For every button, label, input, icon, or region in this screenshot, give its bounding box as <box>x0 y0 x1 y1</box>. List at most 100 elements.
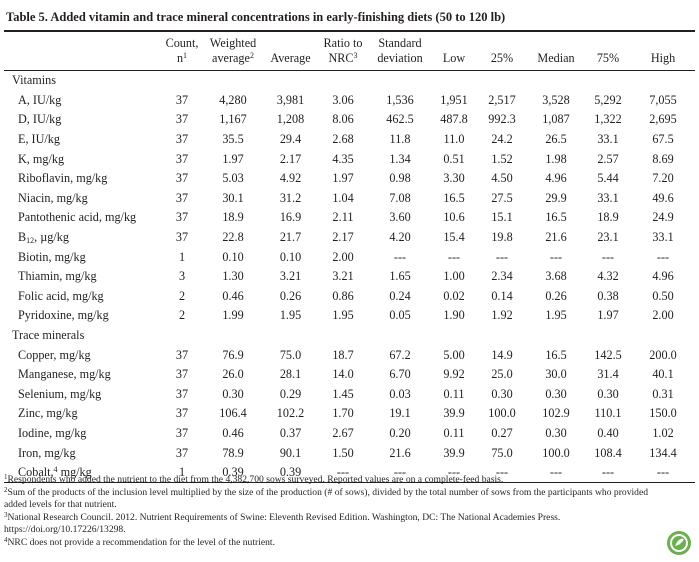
header-text: 75% <box>596 51 620 65</box>
footnote-mark: 2 <box>4 485 8 494</box>
cell: 2,517 <box>488 92 516 107</box>
cell: 1.04 <box>332 190 354 205</box>
cell: 7,055 <box>649 92 677 107</box>
row-label: Copper, mg/kg <box>4 345 162 365</box>
section-title: Vitamins <box>12 73 56 88</box>
cell: 31.4 <box>597 367 619 382</box>
cell: 1.97 <box>332 171 354 186</box>
cell: 1.97 <box>222 151 244 166</box>
data-row: Zinc, mg/kg 37 106.4 102.2 1.70 19.1 39.9 100.0… <box>4 404 695 424</box>
cell: 3.68 <box>545 269 567 284</box>
footnote-mark: 4 <box>53 465 58 475</box>
footnote-mark: 4 <box>4 535 8 544</box>
cell: 3,981 <box>276 92 305 107</box>
footnote-text: NRC does not provide a recommendation fo… <box>7 536 276 548</box>
cell: 0.02 <box>443 288 465 303</box>
data-row: Iodine, mg/kg 37 0.46 0.37 2.67 0.20 0.11 0.27 0… <box>4 424 695 444</box>
cell: 1.99 <box>222 308 244 323</box>
logo-ring <box>670 534 688 552</box>
cell: --- <box>527 462 585 484</box>
cell: 2.67 <box>332 425 354 440</box>
cell: 1.65 <box>389 269 411 284</box>
cell: 1,087 <box>542 112 570 127</box>
cell: 462.5 <box>386 112 414 127</box>
cell: 14.0 <box>332 367 354 382</box>
cell: 19.8 <box>491 230 513 245</box>
cell: 2.00 <box>332 249 354 264</box>
cell: 1.97 <box>597 308 619 323</box>
table-title: Table 5. Added vitamin and trace mineral… <box>6 10 506 24</box>
cell: 28.1 <box>279 367 302 382</box>
label-text: Cobalt, <box>18 465 54 480</box>
label-text: B <box>18 230 27 245</box>
cell: 1,951 <box>440 92 468 107</box>
cell: 4.35 <box>332 151 354 166</box>
cell: 0.14 <box>491 288 513 303</box>
cell: 25.0 <box>491 367 513 382</box>
data-row: Copper, mg/kg 37 76.9 75.0 18.7 67.2 5.00 14.9 1… <box>4 345 695 365</box>
cell: 1.30 <box>222 269 244 284</box>
footnote: 3National Research Council. 2012. Nutrie… <box>4 511 654 537</box>
cell: 0.37 <box>279 425 302 440</box>
cell: 21.7 <box>279 230 302 245</box>
cell: 1.92 <box>491 308 513 323</box>
data-row: Iron, mg/kg 37 78.9 90.1 1.50 21.6 39.9 75.0 100… <box>4 443 695 463</box>
data-row: Riboflavin, mg/kg 37 5.03 4.92 1.97 0.98 3.30 4… <box>4 169 695 189</box>
cell: 2.17 <box>332 230 354 245</box>
label-text: Niacin, mg/kg <box>18 190 88 205</box>
cell: 67.2 <box>389 347 411 362</box>
cell: 0.27 <box>491 425 513 440</box>
cell: 37 <box>175 210 189 225</box>
cell: 1.90 <box>443 308 465 323</box>
data-row: A, IU/kg 37 4,280 3,981 3.06 1,536 1,951 2,517 3… <box>4 91 695 111</box>
row-label: D, IU/kg <box>4 110 162 130</box>
cell: --- <box>317 462 369 484</box>
data-row: K, mg/kg 37 1.97 2.17 4.35 1.34 0.51 1.52 1.98 2.… <box>4 149 695 169</box>
cell: 1.98 <box>545 151 567 166</box>
cell: 35.5 <box>222 132 244 147</box>
cell: 37 <box>175 132 189 147</box>
footnotes: 1Respondents who added the nutrient to t… <box>4 474 654 549</box>
label-text: Pyridoxine, mg/kg <box>18 308 109 323</box>
cell: 37 <box>175 190 189 205</box>
cell: 15.4 <box>443 230 465 245</box>
cell: 100.0 <box>488 406 516 421</box>
row-label: Pantothenic acid, mg/kg <box>4 208 162 228</box>
footnote: 4NRC does not provide a recommendation f… <box>4 535 654 550</box>
cell: 4.32 <box>597 269 619 284</box>
cell: 7.08 <box>389 190 411 205</box>
cell: 1,167 <box>219 112 247 127</box>
cell: 0.46 <box>222 288 244 303</box>
cell: 37 <box>175 230 189 245</box>
cell: 39.9 <box>443 406 465 421</box>
label-text: Selenium, mg/kg <box>18 386 102 401</box>
cell: 1,208 <box>276 112 305 127</box>
cell: 29.4 <box>279 132 302 147</box>
data-row: B12, µg/kg 37 22.8 21.7 2.17 4.20 15.4 19.8 21.6… <box>4 228 695 248</box>
cell: 4,280 <box>219 92 247 107</box>
footnote-mark: 2 <box>249 51 254 60</box>
cell: 102.2 <box>276 406 305 421</box>
cell: 487.8 <box>440 112 468 127</box>
cell: 0.30 <box>597 386 619 401</box>
cell: 37 <box>175 406 189 421</box>
header-text: Low <box>442 51 466 65</box>
data-row: Biotin, mg/kg 1 0.10 0.10 2.00 --- --- --- --- --… <box>4 247 695 267</box>
cell: 110.1 <box>594 406 622 421</box>
label-text: Iodine, mg/kg <box>18 425 87 440</box>
row-label: Niacin, mg/kg <box>4 189 162 209</box>
data-row: E, IU/kg 37 35.5 29.4 2.68 11.8 11.0 24.2 26.5 33… <box>4 130 695 150</box>
cell: 1 <box>178 249 186 264</box>
section-title: Trace minerals <box>12 328 85 343</box>
cell: 1.95 <box>279 308 302 323</box>
row-label: Riboflavin, mg/kg <box>4 169 162 189</box>
header-text: Count, <box>165 36 199 50</box>
cell: 5.03 <box>222 171 244 186</box>
header-cell: Average <box>264 34 317 71</box>
footnote-mark: 1 <box>4 473 8 481</box>
cell: 37 <box>175 92 189 107</box>
data-row: Cobalt,4 mg/kg 1 0.39 0.39 --- --- --- --- --- --… <box>4 462 695 484</box>
cell: 0.86 <box>332 288 354 303</box>
cell: 37 <box>175 112 189 127</box>
label-text: Riboflavin, mg/kg <box>18 171 108 186</box>
